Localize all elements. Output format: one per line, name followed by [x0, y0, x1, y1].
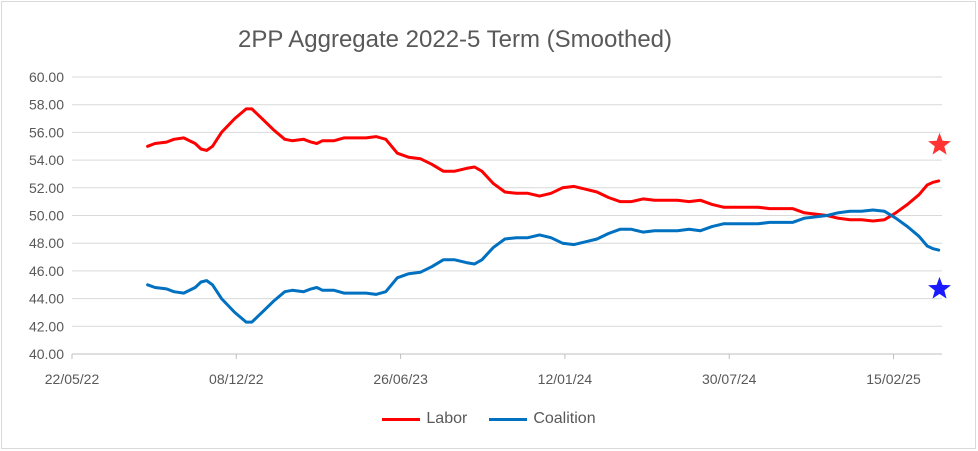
series-line-coalition [146, 208, 941, 324]
x-tick-label: 08/12/22 [209, 371, 264, 387]
legend: Labor Coalition [0, 410, 978, 428]
axes: 40.00 42.00 44.00 46.00 48.00 50.00 52.00 54.00… [29, 69, 942, 387]
y-tick-label: 58.00 [29, 97, 64, 113]
legend-label-labor: Labor [426, 410, 468, 427]
star-marker-labor [928, 132, 951, 155]
y-tick-label: 50.00 [29, 208, 64, 224]
legend-swatch-coalition [489, 417, 528, 421]
gridlines [72, 76, 942, 327]
y-tick-label: 54.00 [29, 152, 64, 168]
x-tick-label: 30/07/24 [702, 371, 757, 387]
y-tick-label: 44.00 [29, 291, 64, 307]
star-marker-coalition [928, 276, 951, 299]
x-tick-label: 12/01/24 [538, 371, 593, 387]
x-tick-label: 22/05/22 [45, 371, 100, 387]
y-tick-label: 46.00 [29, 263, 64, 279]
legend-item-coalition: Coalition [489, 410, 596, 428]
markers [928, 132, 951, 299]
legend-swatch-labor [382, 417, 421, 421]
legend-label-coalition: Coalition [533, 410, 596, 427]
y-tick-label: 60.00 [29, 69, 64, 85]
series-line-labor [146, 107, 941, 223]
chart-title: 2PP Aggregate 2022-5 Term (Smoothed) [237, 26, 673, 53]
x-tick-label: 15/02/25 [866, 371, 921, 387]
x-tick-label: 26/06/23 [373, 371, 428, 387]
y-tick-label: 40.00 [29, 346, 64, 362]
y-tick-label: 56.00 [29, 124, 64, 140]
y-tick-label: 42.00 [29, 318, 64, 334]
y-tick-label: 52.00 [29, 180, 64, 196]
series-lines [146, 107, 941, 324]
y-tick-label: 48.00 [29, 235, 64, 251]
legend-item-labor: Labor [382, 410, 467, 428]
